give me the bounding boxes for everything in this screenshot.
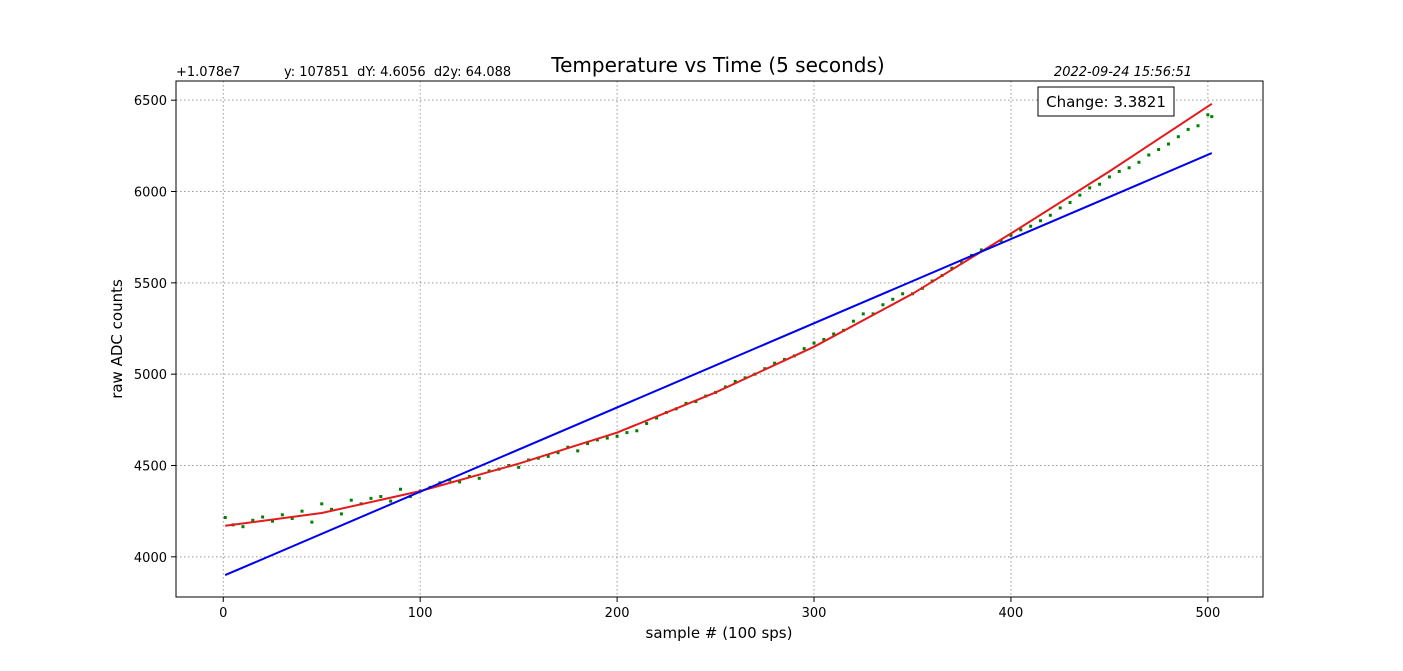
grid: [176, 81, 1263, 597]
data-point: [1210, 115, 1214, 119]
data-point: [1166, 142, 1170, 146]
x-tick-label: 300: [802, 606, 827, 621]
x-tick-label: 200: [605, 606, 630, 621]
data-point: [1078, 193, 1082, 197]
change-annotation: Change: 3.3821: [1046, 93, 1166, 111]
data-point: [261, 515, 265, 519]
data-point: [389, 499, 393, 503]
data-point: [556, 451, 560, 455]
data-point: [379, 495, 383, 499]
plot-frame: [175, 80, 1264, 598]
data-point: [950, 266, 954, 270]
data-point: [802, 347, 806, 351]
data-point: [1029, 224, 1033, 228]
y-axis-label: raw ADC counts: [108, 279, 126, 399]
data-point: [605, 436, 609, 440]
y-tick-label: 5500: [134, 277, 167, 292]
data-point: [595, 438, 599, 442]
data-point: [576, 449, 580, 453]
data-point: [1098, 182, 1102, 186]
chart-title: Temperature vs Time (5 seconds): [550, 53, 884, 77]
data-point: [999, 239, 1003, 243]
x-tick-label: 500: [1195, 606, 1220, 621]
data-point: [881, 303, 885, 307]
data-point: [369, 496, 373, 500]
y-axis-offset-label: +1.078e7: [176, 65, 240, 80]
linear-fit-line: [224, 152, 1213, 577]
data-point: [1186, 127, 1190, 131]
data-point: [300, 509, 304, 513]
data-point: [586, 442, 590, 446]
data-point: [861, 312, 865, 316]
data-point: [822, 337, 826, 341]
data-point: [812, 341, 816, 345]
data-point: [1038, 219, 1042, 223]
data-point: [1107, 175, 1111, 179]
data-point: [654, 416, 658, 420]
y-tick-label: 6000: [134, 186, 167, 201]
data-point: [517, 465, 521, 469]
data-point: [1196, 124, 1200, 128]
data-point: [1117, 169, 1121, 173]
data-point: [1147, 153, 1151, 157]
data-point: [891, 297, 895, 301]
data-point: [349, 498, 353, 502]
data-point: [290, 516, 294, 520]
data-point: [645, 421, 649, 425]
data-point: [1088, 186, 1092, 190]
data-point: [320, 502, 324, 506]
series-layer: [223, 102, 1214, 577]
data-point: [339, 512, 343, 516]
data-point: [223, 516, 227, 520]
data-point: [1206, 113, 1210, 117]
data-point: [241, 525, 245, 529]
data-point: [1068, 200, 1072, 204]
data-point: [1137, 160, 1141, 164]
data-point: [1019, 228, 1023, 232]
timestamp-label: 2022-09-24 15:56:51: [1054, 65, 1192, 80]
tick-layer: 0 100 200 300 400 500 4000 4500 5000 5500 6000 6500: [134, 94, 1220, 621]
data-point: [851, 319, 855, 323]
change-annotation-box: Change: 3.3821: [1037, 86, 1175, 117]
data-point: [832, 332, 836, 336]
data-point: [251, 518, 255, 522]
data-point: [280, 513, 284, 517]
x-tick-label: 100: [408, 606, 433, 621]
data-point: [1157, 147, 1161, 151]
data-point: [625, 431, 629, 435]
data-point: [1058, 206, 1062, 210]
data-point: [694, 400, 698, 404]
data-point: [398, 487, 402, 491]
quadratic-fit-line: [225, 102, 1213, 527]
data-point: [615, 434, 619, 438]
y-tick-label: 4500: [134, 459, 167, 474]
x-axis-label: sample # (100 sps): [646, 624, 793, 642]
data-point: [684, 401, 688, 405]
data-point: [979, 248, 983, 252]
data-point: [546, 454, 550, 458]
change-box-frame: [1037, 86, 1175, 117]
data-point: [901, 292, 905, 296]
data-point: [270, 519, 274, 523]
data-point: [773, 361, 777, 365]
data-point: [1009, 233, 1013, 237]
data-point: [733, 379, 737, 383]
y-tick-label: 5000: [134, 368, 167, 383]
data-point: [1127, 166, 1131, 170]
data-point: [1176, 135, 1180, 139]
data-point: [1048, 213, 1052, 217]
x-tick-label: 400: [999, 606, 1024, 621]
data-point: [310, 520, 314, 524]
data-point: [330, 507, 334, 511]
data-point: [477, 476, 481, 480]
y-tick-label: 4000: [134, 551, 167, 566]
data-point: [635, 429, 639, 433]
data-point: [458, 480, 462, 484]
y-tick-label: 6500: [134, 94, 167, 109]
stats-readout: y: 107851 dY: 4.6056 d2y: 64.088: [284, 65, 511, 80]
x-tick-label: 0: [219, 606, 227, 621]
